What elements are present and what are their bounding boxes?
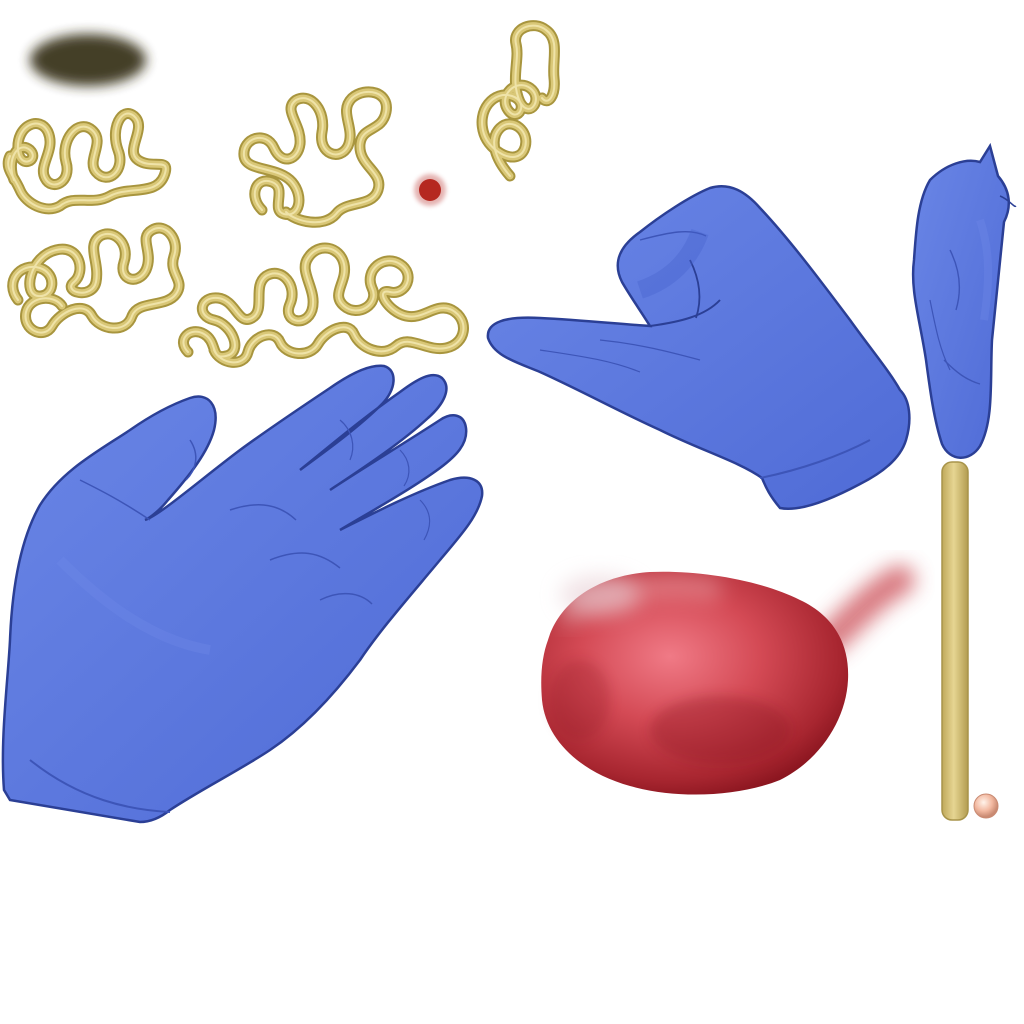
worm-cluster-3 [7, 222, 185, 338]
worm-single [476, 20, 560, 182]
red-dot [414, 174, 446, 206]
swab-stick [941, 461, 969, 821]
glove-hand-folded [911, 142, 1017, 459]
glove-hand-pinch [486, 185, 911, 510]
small-bead [973, 793, 999, 819]
dark-smudge [30, 34, 146, 86]
glove-hand-open [1, 364, 484, 824]
worm-cluster-2 [238, 86, 392, 228]
worm-cluster-4 [178, 242, 469, 368]
worm-cluster-1 [2, 108, 172, 215]
red-organ [541, 565, 915, 795]
